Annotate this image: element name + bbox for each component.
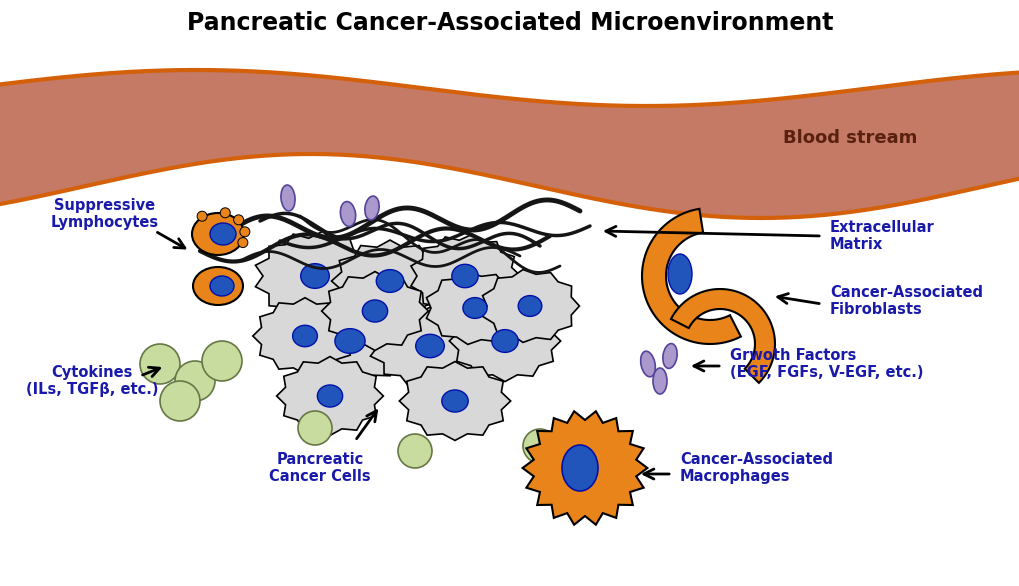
Ellipse shape bbox=[376, 270, 404, 292]
Polygon shape bbox=[411, 234, 520, 318]
Polygon shape bbox=[253, 298, 357, 374]
Ellipse shape bbox=[463, 298, 487, 318]
Polygon shape bbox=[482, 270, 579, 342]
Ellipse shape bbox=[334, 329, 365, 353]
Text: Blood stream: Blood stream bbox=[782, 129, 916, 147]
Text: Pancreatic Cancer-Associated Microenvironment: Pancreatic Cancer-Associated Microenviro… bbox=[186, 11, 833, 35]
Ellipse shape bbox=[280, 185, 294, 211]
Ellipse shape bbox=[210, 276, 233, 296]
Ellipse shape bbox=[362, 300, 387, 322]
Circle shape bbox=[298, 411, 331, 445]
Ellipse shape bbox=[292, 325, 317, 347]
Ellipse shape bbox=[193, 267, 243, 305]
Circle shape bbox=[197, 211, 207, 221]
Polygon shape bbox=[671, 289, 774, 383]
Polygon shape bbox=[522, 411, 647, 524]
Text: Cancer-Associated
Macrophages: Cancer-Associated Macrophages bbox=[680, 452, 833, 484]
Circle shape bbox=[523, 429, 556, 463]
Polygon shape bbox=[449, 301, 560, 381]
Circle shape bbox=[160, 381, 200, 421]
Ellipse shape bbox=[210, 223, 235, 245]
Polygon shape bbox=[321, 271, 428, 350]
Circle shape bbox=[202, 341, 242, 381]
Polygon shape bbox=[398, 362, 511, 441]
Circle shape bbox=[140, 344, 179, 384]
Ellipse shape bbox=[491, 330, 518, 352]
Circle shape bbox=[239, 227, 250, 237]
Ellipse shape bbox=[561, 445, 597, 491]
Circle shape bbox=[237, 237, 248, 247]
Ellipse shape bbox=[667, 254, 691, 294]
Ellipse shape bbox=[662, 343, 677, 369]
Ellipse shape bbox=[518, 295, 541, 316]
Ellipse shape bbox=[640, 351, 655, 377]
Circle shape bbox=[175, 361, 215, 401]
Ellipse shape bbox=[441, 390, 468, 412]
Circle shape bbox=[220, 208, 230, 218]
Polygon shape bbox=[641, 209, 740, 344]
Polygon shape bbox=[255, 231, 376, 321]
Ellipse shape bbox=[301, 264, 329, 288]
Polygon shape bbox=[285, 298, 414, 384]
Ellipse shape bbox=[652, 368, 666, 394]
Text: Cancer-Associated
Fibroblasts: Cancer-Associated Fibroblasts bbox=[829, 285, 982, 317]
Text: Pancreatic
Cancer Cells: Pancreatic Cancer Cells bbox=[269, 452, 371, 484]
Polygon shape bbox=[370, 304, 491, 388]
Ellipse shape bbox=[416, 334, 444, 357]
Ellipse shape bbox=[317, 385, 342, 407]
Text: Suppressive
Lymphocytes: Suppressive Lymphocytes bbox=[51, 198, 159, 230]
Ellipse shape bbox=[340, 202, 356, 226]
Polygon shape bbox=[331, 240, 448, 322]
Polygon shape bbox=[426, 271, 525, 345]
Circle shape bbox=[397, 434, 432, 468]
Circle shape bbox=[233, 215, 244, 225]
Polygon shape bbox=[276, 356, 383, 435]
Text: Cytokines
(ILs, TGFβ, etc.): Cytokines (ILs, TGFβ, etc.) bbox=[25, 365, 158, 397]
Text: Grwoth Factors
(EGF, FGFs, V-EGF, etc.): Grwoth Factors (EGF, FGFs, V-EGF, etc.) bbox=[730, 348, 922, 380]
Ellipse shape bbox=[365, 196, 379, 220]
Ellipse shape bbox=[192, 213, 244, 255]
Ellipse shape bbox=[451, 264, 478, 288]
Text: Extracellular
Matrix: Extracellular Matrix bbox=[829, 220, 933, 252]
